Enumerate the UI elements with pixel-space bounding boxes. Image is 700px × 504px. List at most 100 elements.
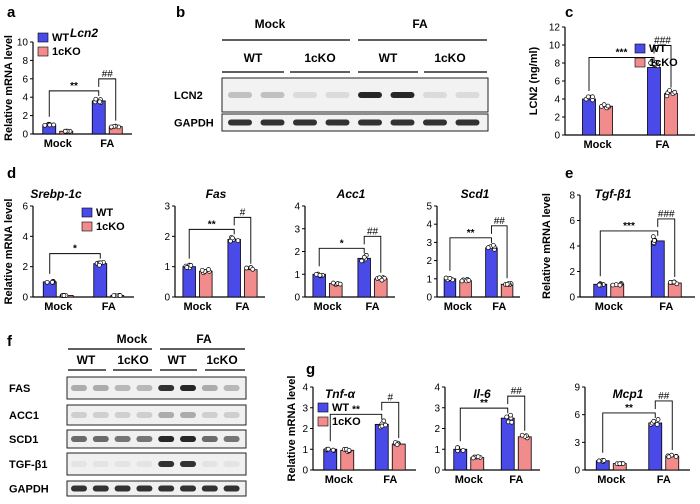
blot-band	[114, 485, 131, 492]
data-point	[337, 281, 343, 287]
chart-fas: Fas 0 1 2 3 Mock FA ** #	[164, 187, 265, 313]
significance-label: **	[467, 228, 475, 239]
y-tick-label: 0	[574, 466, 580, 477]
data-point	[359, 258, 364, 264]
bar-1cko-fa	[664, 93, 678, 136]
blot-group-label: FA	[412, 17, 428, 31]
data-point	[206, 267, 211, 272]
y-tick-label: 1	[302, 445, 308, 456]
chart-title: Mcp1	[613, 387, 644, 401]
y-tick-label: 3	[434, 403, 440, 414]
x-category-label: Mock	[325, 474, 354, 486]
y-axis-label: LCN2 (ng/ml)	[528, 46, 540, 115]
chart-title: Tgf-β1	[595, 187, 632, 201]
blot-band	[180, 461, 196, 467]
x-category-label: FA	[102, 301, 116, 313]
y-tick-label: 1	[434, 445, 440, 456]
significance-label: #	[240, 207, 246, 218]
data-point	[605, 103, 611, 109]
legend-swatch-1cko	[81, 221, 93, 232]
x-category-label: Mock	[183, 301, 212, 313]
y-axis-label: Relative mRNA level	[3, 199, 15, 305]
legend: WT 1cKO	[37, 32, 81, 58]
y-tick-label: 3	[426, 238, 432, 249]
chart-title: Il-6	[473, 387, 491, 401]
data-point	[394, 442, 400, 447]
y-tick-label: 0	[554, 131, 560, 142]
data-point	[667, 88, 672, 93]
y-tick-label: 2	[164, 232, 170, 243]
panel-label: d	[7, 165, 16, 182]
bar-wt-fa	[357, 257, 371, 298]
y-tick-label: 2	[569, 267, 575, 278]
blot-band	[455, 92, 480, 98]
legend-label-1cko: 1cKO	[332, 416, 361, 428]
bar-1cko-fa	[391, 443, 406, 471]
significance-bracket	[588, 57, 655, 91]
data-point	[383, 422, 388, 428]
blot-row-label: LCN2	[174, 90, 203, 102]
y-tick-label: 0	[426, 293, 432, 304]
significance-label: **	[352, 404, 360, 415]
x-category-label: Mock	[44, 301, 73, 313]
y-tick-label: 6	[574, 410, 580, 421]
legend-label-wt: WT	[52, 32, 69, 44]
legend-label-wt: WT	[332, 402, 349, 414]
x-category-label: Mock	[444, 301, 473, 313]
data-point	[97, 99, 103, 105]
significance-label: **	[208, 219, 216, 230]
blot-band	[223, 485, 240, 492]
data-point	[596, 458, 602, 464]
blot-band	[114, 461, 131, 467]
y-axis-label: Relative mRNA level	[541, 193, 553, 299]
data-point	[655, 417, 661, 422]
data-point	[199, 267, 205, 273]
panel-label: b	[176, 4, 185, 21]
blot-band	[92, 485, 109, 492]
blot-genotype-label: 1cKO	[434, 51, 465, 65]
blot-row-label: TGF-β1	[9, 459, 48, 471]
chart-title: Lcn2	[70, 26, 98, 40]
blot-band	[201, 412, 218, 418]
significance-bracket	[507, 395, 526, 431]
blot-band	[180, 385, 196, 391]
data-point	[97, 262, 102, 268]
blot-row-label: GAPDH	[9, 484, 49, 496]
data-point	[596, 282, 602, 288]
y-tick-label: 2	[22, 262, 28, 273]
data-point	[666, 454, 672, 460]
data-point	[466, 278, 472, 283]
blot-group-label: FA	[196, 332, 212, 346]
blot-row-label: SCD1	[9, 434, 38, 446]
y-tick-label: 1	[164, 262, 170, 273]
blot-band	[455, 119, 480, 126]
data-point	[447, 275, 453, 281]
data-point	[617, 282, 623, 288]
chart-mcp1: Mcp1 0 3 6 9 Mock FA ** ##	[574, 383, 690, 486]
chart-title: Fas	[206, 187, 227, 201]
panel-label: c	[565, 4, 573, 21]
y-tick-label: 3	[294, 224, 300, 235]
blot-band	[201, 461, 218, 467]
data-point	[652, 238, 657, 243]
blot-membrane	[66, 376, 247, 400]
significance-bracket	[449, 237, 492, 271]
data-point	[330, 280, 336, 286]
blot-band	[114, 436, 131, 442]
significance-label: ##	[511, 386, 523, 397]
data-point	[470, 455, 476, 461]
data-point	[673, 454, 679, 459]
data-point	[651, 418, 657, 424]
blot-band	[180, 436, 196, 442]
x-category-label: FA	[100, 138, 114, 150]
chart-title: Tnf-α	[325, 387, 356, 401]
blot-band	[114, 385, 131, 391]
y-axis-label: Relative mRNA level	[286, 376, 298, 482]
significance-label: ##	[367, 226, 379, 237]
legend-label-wt: WT	[96, 207, 113, 219]
significance-label: ***	[616, 48, 628, 59]
data-point	[601, 458, 607, 463]
data-point	[519, 432, 525, 438]
data-point	[650, 234, 656, 240]
